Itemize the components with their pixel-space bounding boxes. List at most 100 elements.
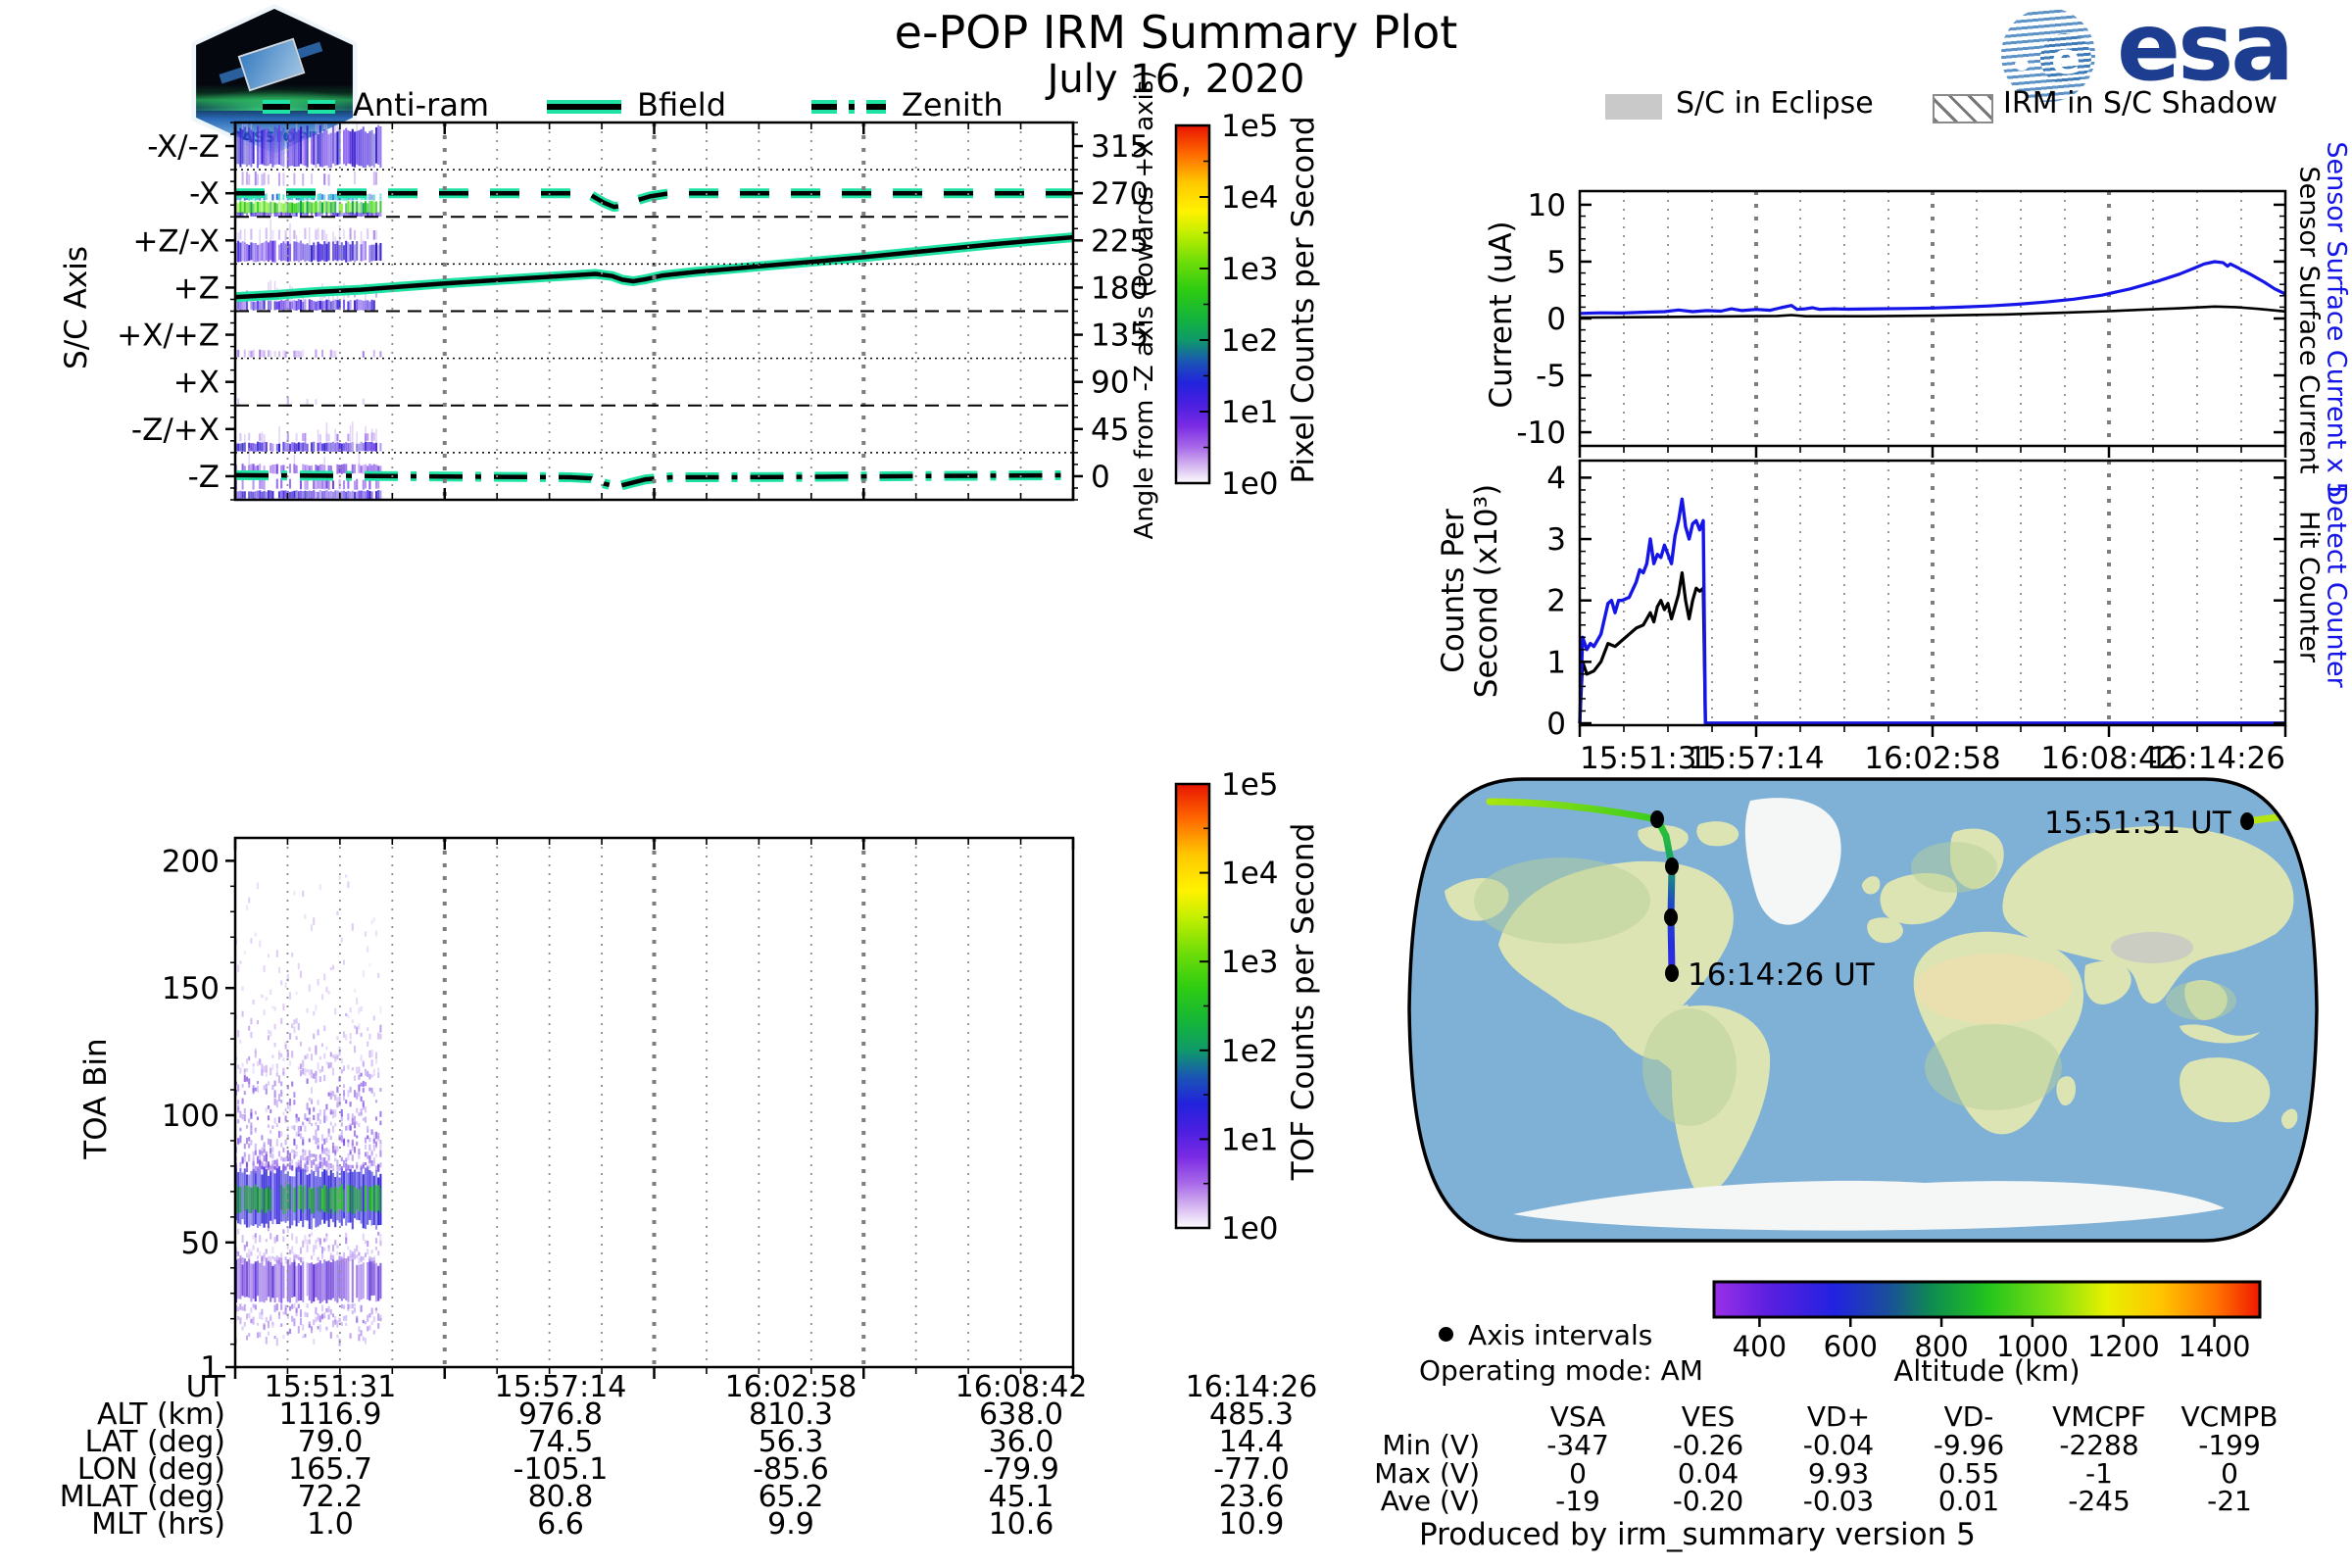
ephemeris-value: -79.9 <box>983 1452 1059 1487</box>
ephemeris-row-label: UT <box>185 1370 225 1404</box>
ephemeris-value: 16:14:26 <box>1185 1370 1318 1404</box>
ephemeris-value: 638.0 <box>979 1397 1063 1432</box>
tick-label: 50 <box>181 1226 220 1261</box>
ephemeris-value: 10.9 <box>1218 1507 1285 1542</box>
ephemeris-value: 10.6 <box>988 1507 1054 1542</box>
tick-label: 1e4 <box>1221 180 1279 216</box>
ephemeris-value: 165.7 <box>288 1452 372 1487</box>
pixel-colorbar-label: Pixel Counts per Second <box>1286 116 1321 484</box>
tick-label: 600 <box>1824 1330 1878 1363</box>
ephemeris-row-label: ALT (km) <box>97 1397 225 1432</box>
ephemeris-value: 6.6 <box>537 1507 584 1542</box>
tick-label: 1200 <box>2087 1330 2160 1363</box>
legend-zenith-label: Zenith <box>902 86 1004 123</box>
operating-mode-label: Operating mode: AM <box>1419 1354 1703 1387</box>
axis-intervals-label: Axis intervals <box>1468 1319 1653 1351</box>
ephemeris-value: 810.3 <box>749 1397 833 1432</box>
tick-label: 0 <box>1546 302 1566 337</box>
tof-colorbar-label: TOF Counts per Second <box>1286 822 1321 1181</box>
ephemeris-value: 65.2 <box>758 1480 824 1514</box>
voltage-value: 0 <box>2221 1457 2238 1490</box>
voltage-value: -2288 <box>2059 1429 2139 1461</box>
angle-axis-label: Angle from -Z axis (towards +X axis) <box>1130 70 1159 540</box>
voltage-value: -0.03 <box>1802 1485 1875 1517</box>
voltage-value: -245 <box>2068 1485 2131 1517</box>
voltage-value: 9.93 <box>1807 1457 1870 1490</box>
ephemeris-value: 45.1 <box>988 1480 1054 1514</box>
esa-wordmark: esa <box>2117 0 2294 102</box>
ephemeris-value: 74.5 <box>527 1425 594 1459</box>
ephemeris-value: 80.8 <box>527 1480 594 1514</box>
voltage-value: 0.01 <box>1937 1485 2000 1517</box>
tick-label: -X <box>189 176 220 212</box>
tick-label: 45 <box>1091 413 1129 448</box>
ephemeris-row-label: LAT (deg) <box>84 1425 225 1459</box>
zenith-line-sample-icon <box>811 100 886 114</box>
tick-label: 90 <box>1091 366 1129 401</box>
legend-bfield-label: Bfield <box>637 86 726 123</box>
ephemeris-value: 15:51:31 <box>264 1370 397 1404</box>
voltage-row-label: Ave (V) <box>1380 1485 1480 1517</box>
voltage-row-label: Max (V) <box>1374 1457 1480 1490</box>
tick-label: 1e1 <box>1221 1122 1279 1157</box>
tick-label: 800 <box>1914 1330 1968 1363</box>
tick-label: 0 <box>1091 460 1110 495</box>
axis-intervals-dot-icon <box>1439 1327 1453 1342</box>
altitude-colorbar-label: Altitude (km) <box>1893 1354 2081 1388</box>
anti-ram-line-sample-icon <box>263 100 337 114</box>
pixel-colorbar: 1e5 1e4 1e3 1e2 1e1 1e0 <box>1174 109 1279 502</box>
tick-label: 1 <box>200 1350 220 1386</box>
voltage-column-header: VD- <box>1943 1400 1994 1433</box>
legend-shadow-label: IRM in S/C Shadow <box>2003 86 2278 121</box>
esa-logo: e esa <box>2001 0 2350 106</box>
tick-label: 200 <box>162 844 220 879</box>
tick-label: 150 <box>162 971 220 1006</box>
ephemeris-row-label: MLT (hrs) <box>91 1507 225 1542</box>
plot-date: July 16, 2020 <box>1047 57 1305 102</box>
legend-anti-ram-label: Anti-ram <box>353 86 490 123</box>
tick-label: -X/-Z <box>147 129 220 165</box>
tick-label: 2 <box>1546 584 1566 619</box>
tick-label: 1e0 <box>1221 466 1279 502</box>
tick-label: 270 <box>1091 176 1149 212</box>
tick-label: 1000 <box>1996 1330 2069 1363</box>
track-end-time-label: 16:14:26 UT <box>1688 957 1875 993</box>
ephemeris-value: 14.4 <box>1218 1425 1285 1459</box>
tick-label: 4 <box>1546 461 1566 496</box>
voltage-value: 0 <box>1569 1457 1587 1490</box>
voltage-column-header: VSA <box>1549 1400 1606 1433</box>
ephemeris-value: 9.9 <box>767 1507 814 1542</box>
tick-label: 15:57:14 <box>1688 741 1824 776</box>
ephemeris-value: 56.3 <box>758 1425 824 1459</box>
voltage-value: -347 <box>1546 1429 1609 1461</box>
voltage-value: -19 <box>1555 1485 1600 1517</box>
ephemeris-value: 485.3 <box>1209 1397 1294 1432</box>
tick-label: 180 <box>1091 270 1149 306</box>
voltage-value: 0.55 <box>1937 1457 2000 1490</box>
produced-by-label: Produced by irm_summary version 5 <box>1419 1517 1976 1552</box>
tick-label: 1e1 <box>1221 395 1279 430</box>
esa-globe-dot <box>2015 59 2029 71</box>
ephemeris-value: 16:08:42 <box>955 1370 1088 1404</box>
ephemeris-value: 79.0 <box>297 1425 364 1459</box>
tick-label: 1e3 <box>1221 252 1279 287</box>
tick-label: 16:14:26 <box>2149 741 2285 776</box>
tick-label: +Z <box>173 270 220 306</box>
voltage-value: -0.04 <box>1802 1429 1875 1461</box>
ephemeris-value: 15:57:14 <box>494 1370 627 1404</box>
tick-label: 135 <box>1091 318 1149 354</box>
toa-ylabel: TOA Bin <box>78 1038 114 1159</box>
tick-label: +Z/-X <box>132 223 220 259</box>
shadow-swatch-icon <box>1933 94 1993 123</box>
tick-label: 1e2 <box>1221 1034 1279 1069</box>
ephemeris-value: -77.0 <box>1213 1452 1290 1487</box>
tick-label: 15:51:31 <box>1580 741 1716 776</box>
ephemeris-value: 1.0 <box>307 1507 354 1542</box>
eclipse-swatch-icon <box>1605 94 1662 120</box>
tick-label: 225 <box>1091 223 1149 259</box>
esa-e-icon: e <box>2040 33 2091 84</box>
tick-label: 400 <box>1733 1330 1787 1363</box>
voltage-row-label: Min (V) <box>1382 1429 1480 1461</box>
tick-label: 5 <box>1546 245 1566 280</box>
